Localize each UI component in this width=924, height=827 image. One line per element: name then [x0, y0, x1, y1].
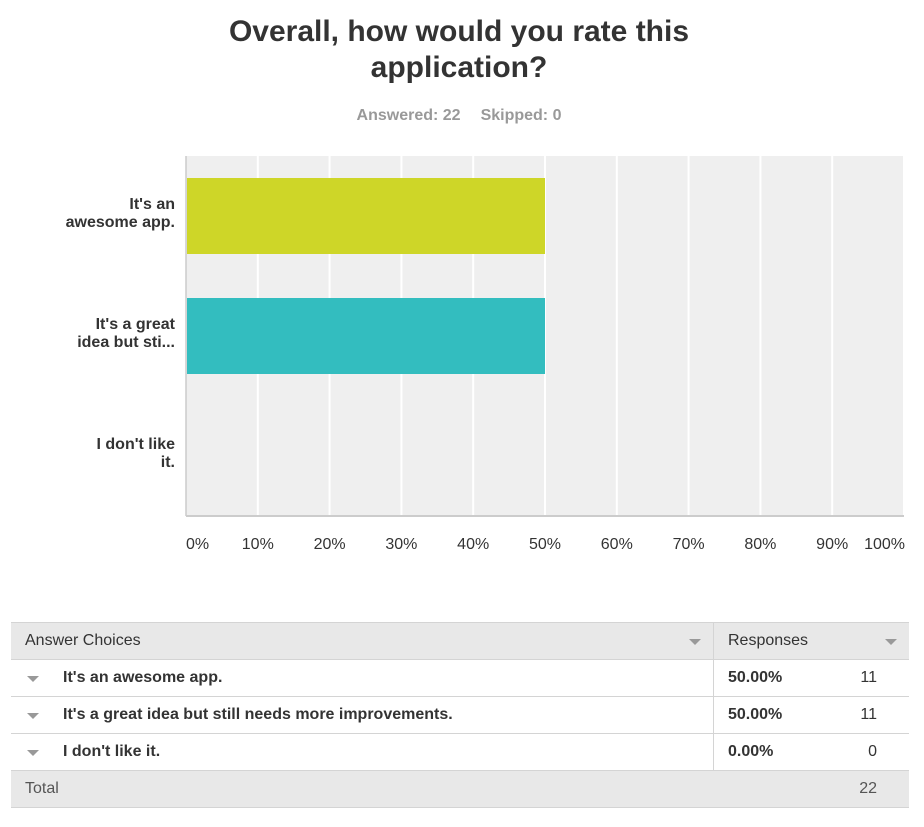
table-total-row: Total 22: [11, 770, 909, 808]
expand-caret-icon[interactable]: [27, 713, 39, 719]
x-tick-label: 100%: [864, 536, 905, 553]
x-tick-label: 70%: [673, 536, 705, 553]
x-tick-label: 80%: [744, 536, 776, 553]
x-tick-label: 10%: [242, 536, 274, 553]
answer-choice-label: I don't like it.: [63, 743, 161, 760]
answer-choices-header[interactable]: Answer Choices: [11, 622, 714, 660]
total-count: 22: [848, 770, 909, 808]
x-tick-label: 60%: [601, 536, 633, 553]
x-tick-label: 0%: [186, 536, 209, 553]
table-row: It's an awesome app. 50.00% 11: [11, 659, 909, 697]
category-label: I don't like it.: [97, 436, 176, 471]
category-label: It's an awesome app.: [66, 196, 175, 231]
responses-header[interactable]: Responses: [713, 622, 909, 660]
responses-table: Answer Choices Responses It's an awesome…: [11, 622, 909, 808]
table-row: I don't like it. 0.00% 0: [11, 733, 909, 771]
sort-caret-icon[interactable]: [885, 639, 897, 645]
table-row: It's a great idea but still needs more i…: [11, 696, 909, 734]
response-count: 11: [848, 696, 909, 734]
bar[interactable]: [187, 178, 545, 254]
response-count: 11: [848, 659, 909, 697]
response-percent: 0.00%: [713, 733, 848, 771]
skipped-count: Skipped: 0: [480, 107, 562, 124]
response-percent: 50.00%: [713, 696, 848, 734]
answered-count: Answered: 22: [356, 107, 461, 124]
question-title-line-2: application?: [370, 51, 548, 84]
question-title-line-1: Overall, how would you rate this: [228, 15, 690, 48]
bar[interactable]: [187, 298, 545, 374]
expand-caret-icon[interactable]: [27, 676, 39, 682]
answer-choice-label: It's an awesome app.: [63, 669, 223, 686]
sort-caret-icon[interactable]: [689, 639, 701, 645]
table-header-row: Answer Choices Responses: [11, 622, 909, 660]
bar-chart: 0% 10% 20% 30% 40% 50% 60% 70% 80% 90% 100% It's an…: [66, 156, 905, 553]
category-label: It's a great idea but sti...: [77, 316, 175, 351]
expand-caret-icon[interactable]: [27, 750, 39, 756]
x-tick-label: 50%: [529, 536, 561, 553]
response-summary: Answered: 22 Skipped: 0: [0, 107, 918, 125]
x-tick-label: 40%: [457, 536, 489, 553]
x-tick-label: 90%: [816, 536, 848, 553]
response-percent: 50.00%: [713, 659, 848, 697]
x-tick-label: 20%: [314, 536, 346, 553]
x-tick-label: 30%: [385, 536, 417, 553]
total-label: Total: [25, 780, 59, 797]
answer-choice-label: It's a great idea but still needs more i…: [63, 706, 453, 723]
responses-header-label: Responses: [728, 632, 809, 649]
question-title: Overall, how would you rate this applica…: [0, 14, 918, 86]
response-count: 0: [848, 733, 909, 771]
answer-choices-header-label: Answer Choices: [25, 632, 141, 649]
